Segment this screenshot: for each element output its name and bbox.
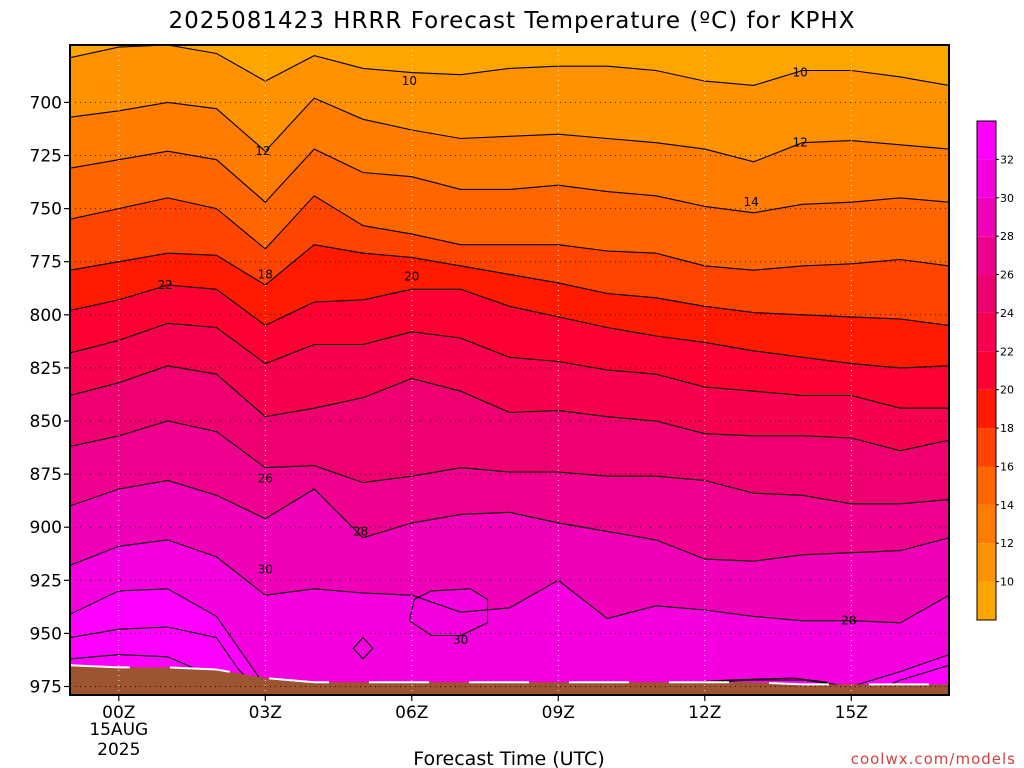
warm-pocket-fill <box>409 588 488 636</box>
contour-label-9: 28 <box>353 524 368 538</box>
colorbar-label-10: 10 <box>1000 576 1014 589</box>
isotherm-20 <box>70 284 949 369</box>
x-tick-label-12Z: 12Z <box>688 703 721 723</box>
x-tick-label-03Z: 03Z <box>249 703 282 723</box>
colorbar-label-12: 12 <box>1000 537 1014 550</box>
band-above-30 <box>70 539 949 695</box>
contour-label-3: 12 <box>792 136 807 150</box>
x-axis-label: Forecast Time (UTC) <box>413 748 604 768</box>
y-tick-label-825: 825 <box>30 359 62 379</box>
contour-segment-3 <box>352 636 374 660</box>
x-date-line2: 2025 <box>97 740 140 760</box>
colorbar-bin-22 <box>977 312 996 352</box>
y-tick-label-700: 700 <box>30 93 62 113</box>
x-tick-label-09Z: 09Z <box>542 703 575 723</box>
y-tick-label-900: 900 <box>30 518 62 538</box>
isotherm-24 <box>70 365 949 452</box>
colorbar-bin-26 <box>977 236 996 275</box>
contour-label-0: 10 <box>402 74 417 88</box>
isotherm-10 <box>70 45 949 86</box>
colorbar-bin-18 <box>977 389 996 429</box>
ground-surface <box>70 664 949 695</box>
plot-area: 10 10 12 12 14 18 20 22 26 28 30 30 28 <box>70 45 949 695</box>
colorbar-bin-28 <box>977 197 996 237</box>
colorbar-label-16: 16 <box>1000 461 1014 474</box>
contour-label-10: 30 <box>258 563 273 577</box>
y-tick-label-775: 775 <box>30 253 62 273</box>
colorbar-label-32: 32 <box>1000 153 1014 166</box>
isotherm-16 <box>70 195 949 271</box>
colorbar-label-22: 22 <box>1000 345 1014 358</box>
colorbar-bin-8 <box>977 581 996 620</box>
contour-label-1: 10 <box>792 66 807 80</box>
isotherm-18 <box>70 244 949 326</box>
colorbar: 10 12 14 16 18 20 22 24 26 28 30 32 <box>976 120 1014 621</box>
colorbar-bin-20 <box>977 351 996 390</box>
colorbar-bin-32 <box>977 121 996 160</box>
colorbar-label-18: 18 <box>1000 422 1014 435</box>
contour-segment-0 <box>70 626 266 695</box>
y-axis-ticks: 700 725 750 775 800 825 850 875 900 925 950 975 <box>30 93 70 698</box>
contour-label-12: 28 <box>841 614 856 628</box>
isotherm-lines <box>70 45 949 695</box>
x-tick-label-15Z: 15Z <box>835 703 868 723</box>
colorbar-bin-16 <box>977 428 996 467</box>
contour-label-4: 14 <box>744 195 759 209</box>
isotherm-14 <box>70 148 949 214</box>
surface-edge <box>70 664 949 686</box>
isotherm-30 <box>70 539 949 624</box>
credit-text: coolwx.com/models <box>851 750 1016 768</box>
colorbar-bin-24 <box>977 274 996 313</box>
colorbar-label-20: 20 <box>1000 384 1014 397</box>
y-tick-label-725: 725 <box>30 147 62 167</box>
isotherm-26 <box>70 420 949 505</box>
isotherm-28 <box>70 479 949 562</box>
colorbar-label-28: 28 <box>1000 230 1014 243</box>
colorbar-label-24: 24 <box>1000 307 1014 320</box>
y-tick-label-975: 975 <box>30 678 62 698</box>
isotherm-12 <box>70 97 949 163</box>
colorbar-label-14: 14 <box>1000 499 1014 512</box>
contour-label-6: 20 <box>404 270 419 284</box>
chart-title: 2025081423 HRRR Forecast Temperature (ºC… <box>169 8 856 34</box>
colorbar-bin-30 <box>977 159 996 198</box>
y-tick-label-800: 800 <box>30 306 62 326</box>
colorbar-bin-14 <box>977 466 996 505</box>
contour-labels: 10 10 12 12 14 18 20 22 26 28 30 30 28 <box>158 66 857 647</box>
isotherm-22 <box>70 322 949 409</box>
colorbar-label-30: 30 <box>1000 192 1014 205</box>
contour-label-7: 22 <box>158 278 173 292</box>
y-tick-label-750: 750 <box>30 200 62 220</box>
x-date-line1: 15AUG <box>89 720 148 740</box>
contour-label-11: 30 <box>453 633 468 647</box>
colorbar-bin-10 <box>977 543 996 582</box>
colorbar-label-26: 26 <box>1000 269 1014 282</box>
y-tick-label-925: 925 <box>30 571 62 591</box>
y-tick-label-950: 950 <box>30 624 62 644</box>
surface-fill <box>70 665 949 695</box>
contour-label-5: 18 <box>258 267 273 281</box>
y-tick-label-875: 875 <box>30 465 62 485</box>
contour-segment-2 <box>408 588 489 637</box>
grid-lines <box>70 45 949 695</box>
colorbar-frame <box>976 120 997 621</box>
contour-label-8: 26 <box>258 471 273 485</box>
y-tick-label-850: 850 <box>30 412 62 432</box>
contour-label-2: 12 <box>255 144 270 158</box>
plot-frame <box>69 44 950 696</box>
x-tick-label-06Z: 06Z <box>395 703 428 723</box>
x-tick-label-00Z: 00Z <box>102 703 135 723</box>
colorbar-bin-12 <box>977 504 996 544</box>
